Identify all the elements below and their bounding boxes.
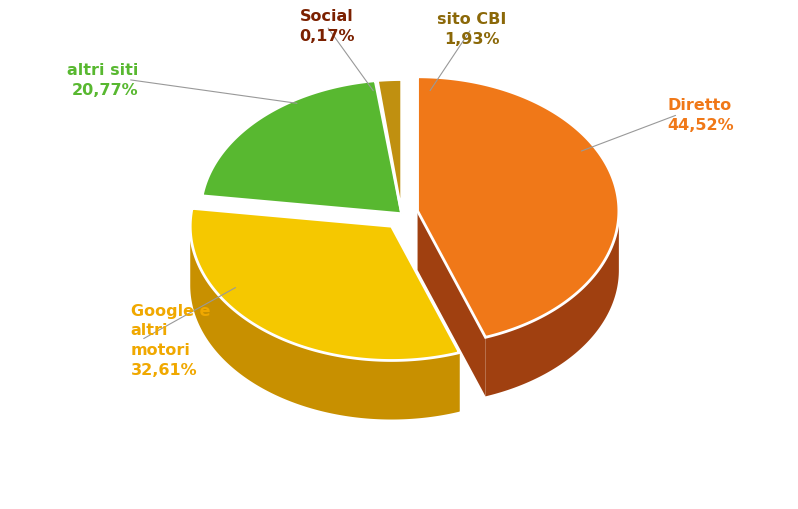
Polygon shape	[190, 209, 460, 361]
Text: Diretto
44,52%: Diretto 44,52%	[667, 98, 734, 132]
Polygon shape	[417, 77, 619, 337]
Polygon shape	[485, 212, 619, 397]
Polygon shape	[202, 81, 401, 214]
Text: Social
0,17%: Social 0,17%	[298, 10, 354, 44]
Text: sito CBI
1,93%: sito CBI 1,93%	[437, 12, 506, 47]
Text: Google e
altri
motori
32,61%: Google e altri motori 32,61%	[131, 303, 210, 377]
Polygon shape	[377, 80, 401, 214]
Text: altri siti
20,77%: altri siti 20,77%	[67, 63, 139, 98]
Polygon shape	[372, 55, 398, 188]
Polygon shape	[392, 227, 460, 412]
Polygon shape	[417, 212, 485, 397]
Polygon shape	[190, 227, 460, 420]
